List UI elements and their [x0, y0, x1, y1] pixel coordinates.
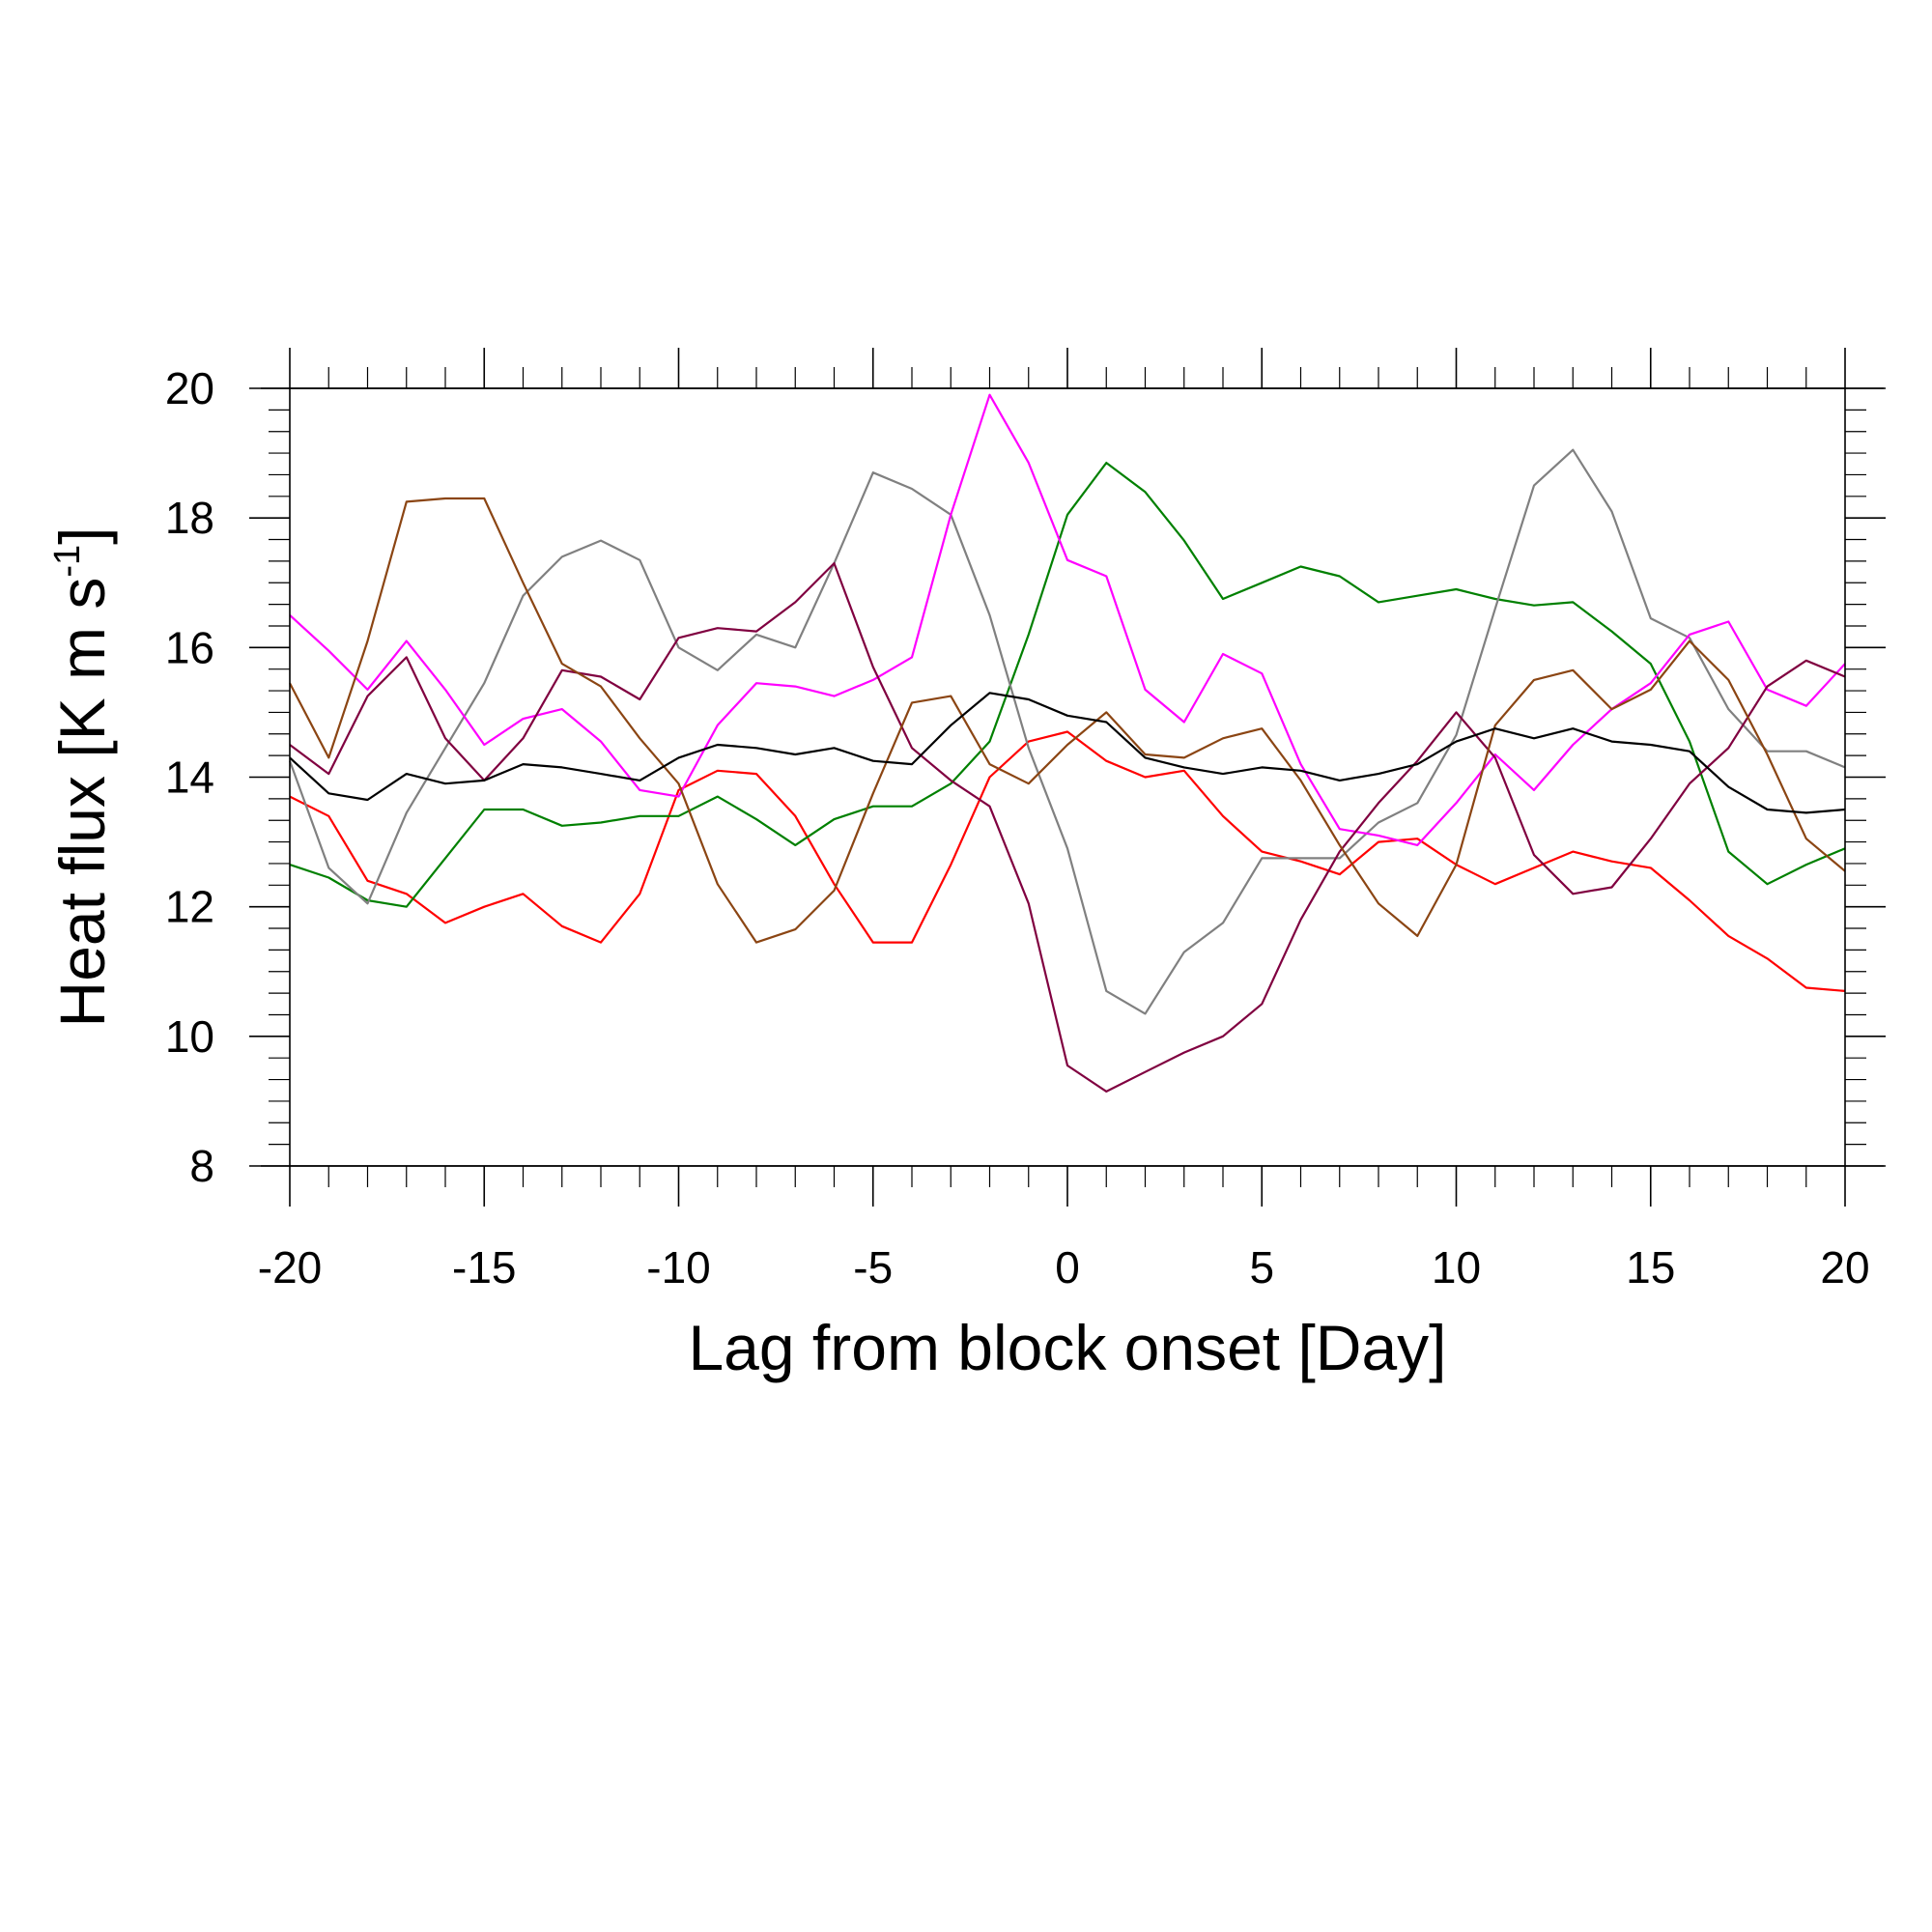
x-axis-title: Lag from block onset [Day]	[688, 1312, 1446, 1383]
y-tick-label: 18	[165, 493, 214, 543]
y-tick-label: 14	[165, 753, 214, 803]
x-tick-label: -10	[646, 1242, 710, 1293]
series-line-5	[289, 561, 1846, 1094]
y-tick-label: 20	[165, 363, 214, 413]
series-line-7	[289, 692, 1846, 814]
x-tick-label: 0	[1055, 1242, 1080, 1293]
y-axis-title: Heat flux [K m s-1]	[46, 527, 118, 1028]
minor-ticks	[269, 367, 1866, 1187]
x-tick-label: 15	[1626, 1242, 1675, 1293]
x-tick-label: 5	[1249, 1242, 1274, 1293]
x-tick-label: 10	[1432, 1242, 1481, 1293]
series-line-2	[289, 462, 1846, 908]
series-line-4	[289, 393, 1846, 847]
y-tick-label: 16	[165, 622, 214, 672]
y-tick-label: 12	[165, 882, 214, 932]
y-tick-label: 8	[189, 1141, 214, 1191]
series-line-6	[289, 497, 1846, 944]
x-tick-label: -5	[853, 1242, 893, 1293]
x-tick-label: -20	[258, 1242, 322, 1293]
tick-labels: -20 -15 -10 -5 0 5 10 15 20 8 10 12 14 16 18 20	[165, 363, 1870, 1293]
series-line-1	[289, 730, 1846, 992]
series-lines	[288, 393, 1846, 1094]
series-line-3	[288, 448, 1846, 1015]
plot-frame	[289, 387, 1846, 1167]
x-tick-label: -15	[452, 1242, 516, 1293]
x-tick-label: 20	[1820, 1242, 1869, 1293]
y-tick-label: 10	[165, 1011, 214, 1062]
